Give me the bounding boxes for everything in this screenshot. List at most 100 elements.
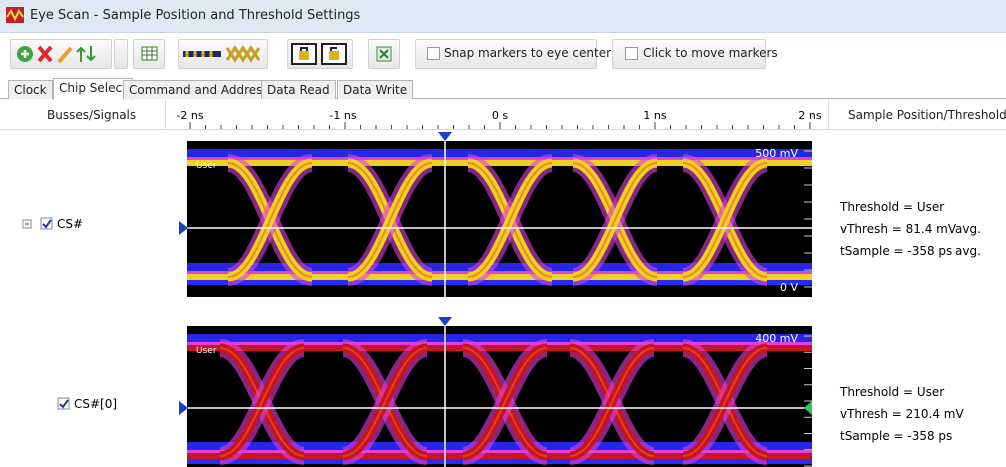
noise-band [187, 279, 812, 285]
toolbar: Snap markers to eye center Click to move… [0, 33, 1006, 73]
eye-transition [219, 347, 305, 457]
click-move-checkbox[interactable] [625, 47, 638, 60]
noise-band [187, 263, 812, 277]
eye-transition [467, 162, 553, 278]
column-header: Busses/Signals Sample Position/Threshold [0, 99, 1006, 130]
eye-transition [682, 343, 768, 461]
eye-transition [219, 347, 305, 457]
checkmark [59, 399, 69, 409]
eye-transition [342, 347, 428, 457]
tab[interactable]: Chip Select [53, 78, 133, 100]
eye-transition [347, 162, 433, 278]
eye-transition [346, 154, 434, 286]
eye-transition [226, 154, 314, 286]
app-icon [6, 7, 24, 23]
noise-band [187, 149, 812, 161]
lock-buttons[interactable] [287, 39, 353, 69]
eye-transition [569, 347, 655, 457]
eye-transition [227, 158, 313, 282]
eye-transition [347, 158, 433, 282]
dropdown[interactable] [114, 39, 128, 69]
tab-strip: Clock Chip Select Command and Address Data … [0, 78, 1006, 100]
eye-background [187, 326, 812, 467]
eye-transition [681, 154, 769, 286]
eye-transition [219, 343, 305, 461]
eye-transition [682, 162, 768, 278]
eye-transition [572, 162, 658, 278]
threshold-info: Threshold = User [839, 200, 944, 214]
header-divider [828, 99, 829, 129]
eye-transition [462, 347, 548, 457]
click-move-label: Click to move markers [643, 46, 778, 60]
eye-transition [467, 158, 553, 282]
signal-checkbox [57, 397, 70, 410]
threshold-marker-handle [179, 401, 188, 415]
signals-column-header: Busses/Signals [47, 108, 137, 122]
eye-transition [219, 343, 305, 461]
eye-transition [572, 162, 658, 278]
eye-transition [682, 343, 768, 461]
scan-label: User [196, 346, 217, 356]
window-title: Eye Scan - Sample Position and Threshold… [30, 8, 361, 23]
threshold-info: Threshold = User [839, 385, 944, 399]
eye-diagram: User 400 mV [179, 317, 812, 467]
threshold-marker-handle [179, 221, 188, 235]
eye-transition [342, 343, 428, 461]
eye-transition [342, 347, 428, 457]
header-divider [165, 99, 166, 129]
eye-transition [462, 343, 548, 461]
eye-transition [572, 158, 658, 282]
eye-transition [568, 339, 656, 465]
view-buttons[interactable] [178, 39, 268, 69]
eye-transition [341, 339, 429, 465]
eye-transition [462, 343, 548, 461]
eye-transition [682, 158, 768, 282]
eye-transition [466, 154, 554, 286]
tab[interactable]: Clock [8, 80, 53, 99]
eye-background [187, 141, 812, 297]
expand-toggle [22, 219, 32, 229]
eye-transition [462, 347, 548, 457]
threshold-handle-right [804, 401, 812, 415]
tab[interactable]: Command and Address [123, 80, 275, 99]
tab[interactable]: Data Write [337, 80, 414, 99]
top-voltage-label: 400 mV [755, 332, 798, 345]
bottom-voltage-label: 0 V [780, 281, 798, 294]
eye-transition [569, 343, 655, 461]
noise-band [187, 450, 812, 458]
vthresh-note: avg. [955, 222, 981, 236]
eye-transition [466, 154, 554, 286]
tsample-info: tSample = -358 ps [840, 244, 952, 258]
noise-band [187, 334, 812, 346]
export-button[interactable] [368, 39, 400, 69]
snap-markers-checkbox[interactable] [427, 47, 440, 60]
eye-transition [572, 158, 658, 282]
tsample-note: avg. [955, 244, 981, 258]
eye-transition [218, 339, 306, 465]
signal-checkbox [40, 217, 53, 230]
eye-transition [569, 343, 655, 461]
snap-markers-label: Snap markers to eye center [444, 46, 612, 60]
vthresh-info: vThresh = 81.4 mV [840, 222, 957, 236]
eye-transition [571, 154, 659, 286]
eye-transition [682, 162, 768, 278]
export-icon [376, 46, 392, 62]
scan-label: User [196, 161, 217, 171]
tab[interactable]: Data Read [261, 80, 336, 99]
table-button[interactable] [133, 39, 165, 69]
eye-transition [568, 339, 656, 465]
eye-transition [218, 339, 306, 465]
eye-transition [461, 339, 549, 465]
eye-transition [682, 158, 768, 282]
eye-transition [682, 347, 768, 457]
noise-band [187, 458, 812, 464]
signal-name: CS#[0] [74, 397, 117, 411]
edit-buttons[interactable] [10, 39, 112, 69]
sample-column-header: Sample Position/Threshold [848, 108, 1006, 122]
eye-transition [346, 154, 434, 286]
eye-transition [227, 162, 313, 278]
signal-name: CS# [57, 217, 83, 231]
title-bar: Eye Scan - Sample Position and Threshold… [0, 0, 1006, 33]
snap-markers-option[interactable] [415, 39, 597, 69]
